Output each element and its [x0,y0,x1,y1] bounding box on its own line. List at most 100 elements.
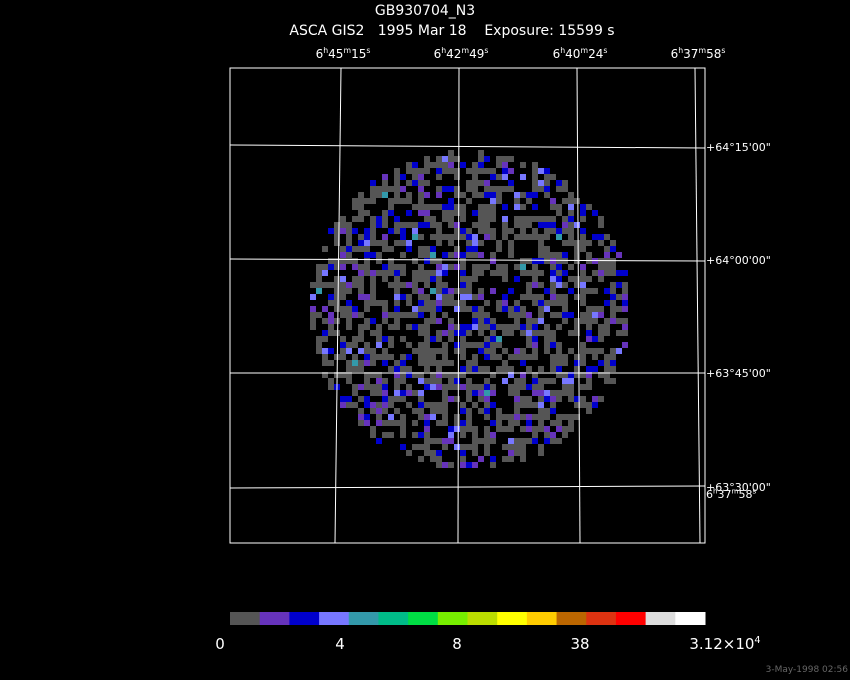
image-pixel [442,288,448,294]
image-pixel [406,294,412,300]
image-pixel [364,318,370,324]
image-pixel [322,306,328,312]
image-pixel [556,180,562,186]
image-pixel [370,288,376,294]
image-pixel [418,324,424,330]
image-pixel [406,312,412,318]
image-pixel [472,390,478,396]
image-pixel [376,390,382,396]
image-pixel [526,324,532,330]
image-pixel [544,330,550,336]
image-pixel [436,234,442,240]
image-pixel [358,282,364,288]
image-pixel [376,252,382,258]
image-pixel [370,390,376,396]
image-pixel [544,408,550,414]
coordinate-label: 6h42m49s [434,46,489,61]
image-pixel [370,318,376,324]
image-pixel [538,282,544,288]
image-pixel [430,456,436,462]
image-pixel [328,378,334,384]
image-pixel [478,396,484,402]
image-pixel [598,360,604,366]
image-pixel [580,210,586,216]
image-pixel [538,408,544,414]
image-pixel [508,366,514,372]
image-pixel [436,168,442,174]
image-pixel [532,414,538,420]
image-pixel [622,318,628,324]
image-pixel [394,396,400,402]
image-pixel [580,240,586,246]
image-pixel [352,342,358,348]
image-pixel [484,354,490,360]
image-pixel [310,294,316,300]
image-pixel [364,402,370,408]
image-pixel [334,276,340,282]
image-pixel [538,234,544,240]
image-pixel [328,258,334,264]
image-pixel [424,324,430,330]
image-pixel [436,366,442,372]
image-pixel [556,354,562,360]
image-pixel [526,426,532,432]
image-pixel [574,240,580,246]
image-pixel [448,318,454,324]
colorbar-swatch [348,612,379,625]
image-pixel [400,420,406,426]
image-pixel [406,342,412,348]
image-pixel [406,366,412,372]
image-pixel [484,186,490,192]
image-pixel [418,312,424,318]
label-part: 4 [335,635,345,653]
image-pixel [418,378,424,384]
image-pixel [610,300,616,306]
image-pixel [388,324,394,330]
image-pixel [448,264,454,270]
image-pixel [382,216,388,222]
image-pixel [526,438,532,444]
image-pixel [376,408,382,414]
image-pixel [466,384,472,390]
image-pixel [574,294,580,300]
image-pixel [370,228,376,234]
image-pixel [496,414,502,420]
colorbar-swatch [437,612,468,625]
image-pixel [436,186,442,192]
image-pixel [532,336,538,342]
image-pixel [472,450,478,456]
image-pixel [436,450,442,456]
image-pixel [580,372,586,378]
image-pixel [496,366,502,372]
image-pixel [388,432,394,438]
image-pixel [328,324,334,330]
image-pixel [514,390,520,396]
image-pixel [514,384,520,390]
image-pixel [514,324,520,330]
image-pixel [406,180,412,186]
image-pixel [496,420,502,426]
image-pixel [526,234,532,240]
timestamp: 3-May-1998 02:56 [766,665,849,675]
image-pixel [472,462,478,468]
image-pixel [448,216,454,222]
colorbar-swatch [526,612,558,625]
image-pixel [514,312,520,318]
image-pixel [460,336,466,342]
image-pixel [490,174,496,180]
image-pixel [544,414,550,420]
image-pixel [454,372,460,378]
image-pixel [520,270,526,276]
image-pixel [442,312,448,318]
image-pixel [538,300,544,306]
label-part: 6 [671,47,679,61]
image-pixel [568,276,574,282]
image-pixel [442,210,448,216]
image-pixel [586,336,592,342]
coordinate-label: 3.12×104 [689,635,760,653]
dec-label: +64°15'00" [706,141,771,154]
image-pixel [574,402,580,408]
image-pixel [550,264,556,270]
image-pixel [340,294,346,300]
image-pixel [424,366,430,372]
